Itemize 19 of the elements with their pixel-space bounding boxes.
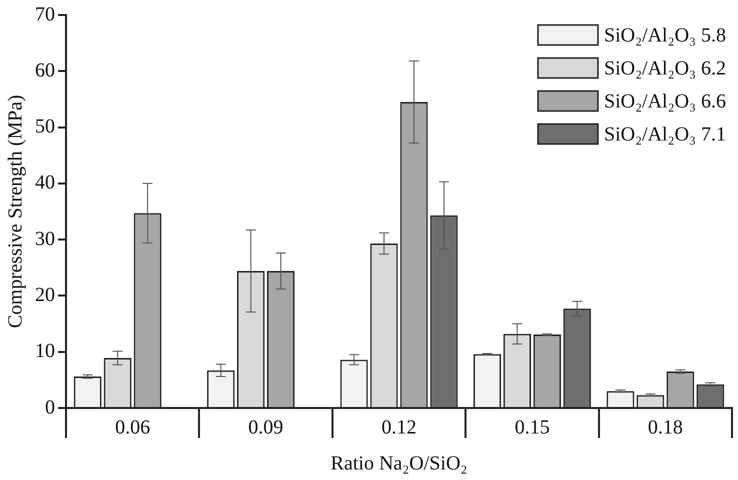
- legend-label: SiO₂/Al₂O₃ 6.2: [604, 57, 726, 80]
- x-axis-title: Ratio Na₂O/SiO₂: [330, 452, 468, 474]
- y-tick-label: 30: [35, 228, 55, 250]
- legend-label: SiO₂/Al₂O₃ 6.6: [604, 90, 726, 112]
- x-tick-label: 0.15: [514, 416, 550, 438]
- y-tick-label: 40: [35, 172, 55, 194]
- y-tick-label: 10: [35, 340, 55, 362]
- y-tick-label: 70: [35, 3, 55, 26]
- y-tick-label: 60: [35, 59, 55, 82]
- y-axis-title: Compressive Strength (MPa): [4, 94, 26, 328]
- y-tick-label: 0: [45, 396, 55, 418]
- x-tick-label: 0.12: [382, 416, 416, 438]
- y-tick-label: 20: [35, 284, 55, 306]
- y-tick-label: 50: [35, 116, 55, 138]
- x-tick-label: 0.06: [115, 416, 150, 438]
- legend-label: SiO₂/Al₂O₃ 7.1: [604, 123, 726, 146]
- legend-label: SiO₂/Al₂O₃ 5.8: [604, 24, 726, 46]
- x-tick-label: 0.09: [248, 416, 284, 438]
- x-tick-label: 0.18: [648, 416, 683, 438]
